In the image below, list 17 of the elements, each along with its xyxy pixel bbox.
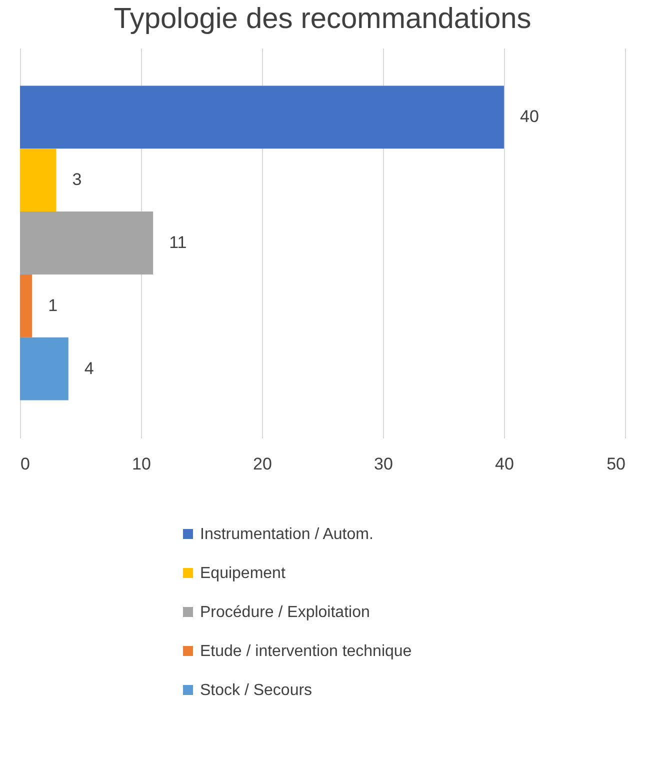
x-tick-label: 20 [253, 454, 272, 474]
data-label: 3 [72, 170, 82, 190]
data-label: 4 [84, 358, 94, 378]
data-label: 40 [520, 107, 539, 126]
x-tick-label: 50 [606, 454, 626, 474]
legend-label: Etude / intervention technique [200, 643, 412, 660]
legend-label: Procédure / Exploitation [200, 604, 370, 621]
data-label: 1 [48, 296, 58, 315]
legend-label: Instrumentation / Autom. [200, 526, 374, 543]
x-tick-label: 40 [495, 454, 514, 474]
x-tick-label: 10 [132, 454, 151, 474]
data-label: 11 [169, 233, 187, 252]
x-tick-label: 30 [374, 454, 393, 474]
legend-label: Stock / Secours [200, 682, 312, 699]
legend-label: Equipement [200, 565, 286, 582]
chart-title: Typologie des recommandations [114, 3, 532, 35]
x-tick-label: 0 [20, 454, 30, 474]
